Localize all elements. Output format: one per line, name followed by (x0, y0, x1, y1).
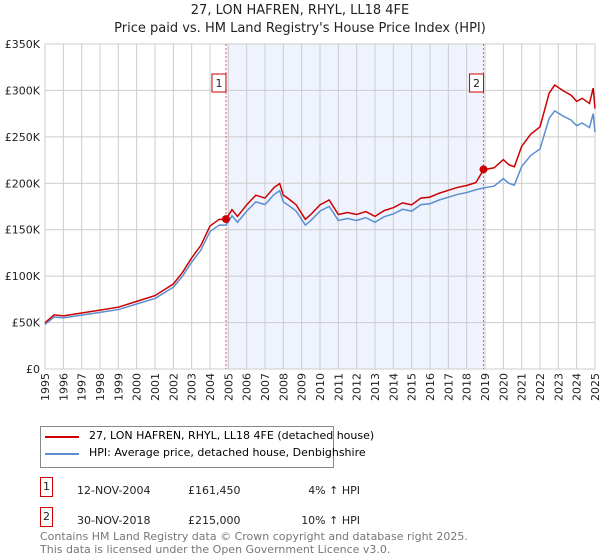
chart-subtitle: Price paid vs. HM Land Registry's House … (114, 21, 486, 36)
x-tick-label: 2011 (332, 373, 345, 401)
legend-hpi: HPI: Average price, detached house, Denb… (89, 446, 366, 459)
x-tick-label: 2021 (516, 373, 529, 401)
chart-title: 27, LON HAFREN, RHYL, LL18 4FE (190, 3, 410, 18)
x-tick-label: 2010 (314, 373, 327, 401)
sale-price: £161,450 (188, 484, 241, 497)
x-tick-label: 2020 (497, 373, 510, 401)
sale-row-1: 1 12-NOV-2004 £161,450 4% ↑ HPI (40, 477, 360, 504)
x-tick-label: 1997 (76, 373, 89, 401)
footer-licence: This data is licensed under the Open Gov… (40, 543, 391, 556)
y-tick-label: £50K (12, 317, 41, 330)
sale-label: 2 (473, 77, 480, 90)
legend: 27, LON HAFREN, RHYL, LL18 4FE (detached… (40, 426, 374, 468)
shaded-period (225, 44, 484, 369)
x-tick-label: 2013 (369, 373, 382, 401)
x-tick-label: 1996 (57, 373, 70, 401)
y-tick-label: £150K (5, 224, 41, 237)
x-tick-label: 2009 (296, 373, 309, 401)
y-tick-label: £200K (5, 177, 41, 190)
sale-date: 30-NOV-2018 (77, 514, 151, 527)
sale-hpi-diff: 10% ↑ HPI (301, 514, 360, 527)
x-tick-label: 2025 (589, 373, 600, 401)
x-tick-label: 2015 (406, 373, 419, 401)
x-tick-label: 2017 (442, 373, 455, 401)
price-paid-line (44, 84, 596, 324)
x-tick-label: 1998 (94, 373, 107, 401)
x-tick-label: 1999 (112, 373, 125, 401)
y-tick-label: £250K (5, 131, 41, 144)
sale-row-2: 2 30-NOV-2018 £215,000 10% ↑ HPI (40, 507, 360, 534)
x-tick-label: 2024 (571, 373, 584, 401)
x-tick-label: 1995 (39, 373, 52, 401)
sale-date: 12-NOV-2004 (77, 484, 151, 497)
x-tick-label: 2014 (387, 373, 400, 401)
plot-area: 1995 1996 1997 1998 1999 2000 2001 2002 2003 2004… (5, 38, 600, 401)
x-tick-label: 2006 (241, 373, 254, 401)
x-tick-label: 2008 (277, 373, 290, 401)
plot-border (44, 43, 596, 370)
sale-point (221, 215, 230, 224)
x-tick-label: 2022 (534, 373, 547, 401)
sale-price: £215,000 (188, 514, 241, 527)
x-tick-label: 2005 (222, 373, 235, 401)
sale-marker-box: 1 (40, 477, 53, 497)
footer-copyright: Contains HM Land Registry data © Crown c… (40, 530, 468, 543)
x-tick-label: 2001 (149, 373, 162, 401)
y-tick-label: £300K (5, 84, 41, 97)
sale-label-box (211, 73, 227, 93)
sale-point (479, 165, 488, 174)
y-tick-label: £100K (5, 270, 41, 283)
x-tick-label: 2002 (167, 373, 180, 401)
x-tick-label: 2018 (461, 373, 474, 401)
sale-hpi-diff: 4% ↑ HPI (308, 484, 360, 497)
x-tick-label: 2007 (259, 373, 272, 401)
hpi-line (44, 109, 596, 326)
x-tick-label: 2023 (552, 373, 565, 401)
sale-label: 1 (215, 77, 222, 90)
x-tick-label: 2003 (186, 373, 199, 401)
sale-marker-box: 2 (40, 507, 53, 527)
x-tick-label: 2019 (479, 373, 492, 401)
legend-red-line (45, 436, 79, 438)
x-tick-label: 2012 (351, 373, 364, 401)
sale-label-box (469, 73, 485, 93)
legend-blue-line (45, 453, 79, 455)
x-tick-label: 2000 (131, 373, 144, 401)
y-tick-label: £350K (5, 38, 41, 51)
legend-price-paid: 27, LON HAFREN, RHYL, LL18 4FE (detached… (89, 429, 375, 442)
y-tick-label: £0 (26, 363, 40, 376)
x-tick-label: 2016 (424, 373, 437, 401)
x-tick-label: 2004 (204, 373, 217, 401)
